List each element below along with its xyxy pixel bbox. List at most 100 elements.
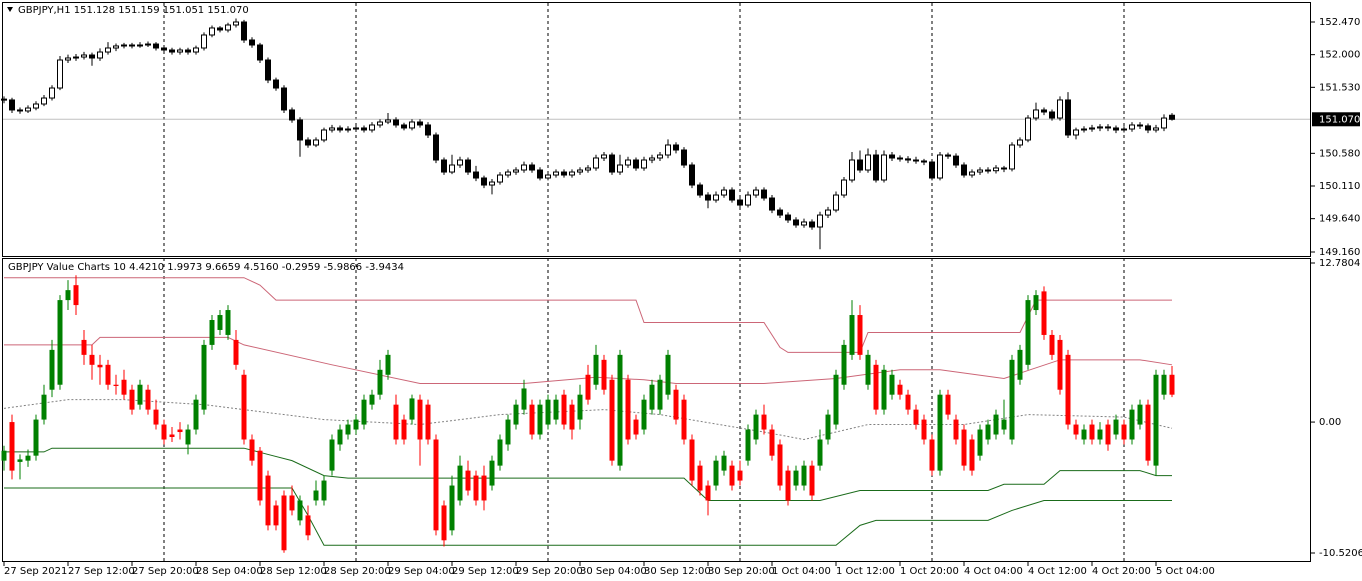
candle-body [1113, 127, 1119, 131]
band-line [3, 399, 1173, 441]
candle-body [105, 364, 111, 385]
candle-body [409, 398, 415, 420]
x-tick-label: 4 Oct 12:00 [1028, 566, 1087, 577]
candle-body [361, 127, 367, 131]
candle-body [1129, 124, 1135, 130]
candle-body [1009, 359, 1015, 440]
candle-body [225, 24, 231, 31]
candle-body [9, 99, 15, 111]
candle-body [537, 169, 543, 179]
candle-body [281, 495, 287, 551]
candle-body [577, 169, 583, 173]
candle-body [737, 199, 743, 206]
candle-body [529, 164, 535, 171]
candle-body [457, 159, 463, 166]
candle-body [1169, 374, 1175, 395]
x-tick-label: 28 Sep 04:00 [196, 566, 263, 577]
candle-body [105, 47, 111, 53]
candle-body [473, 475, 479, 501]
candle-body [873, 154, 879, 181]
candle-body [25, 455, 31, 461]
y-tick-label: 150.580 [1319, 148, 1360, 159]
candle-body [385, 354, 391, 375]
candle-body [1001, 167, 1007, 170]
candle-body [553, 399, 559, 420]
candle-body [41, 97, 47, 105]
x-tick-label: 27 Sep 20:00 [132, 566, 199, 577]
candle-body [993, 414, 999, 435]
candle-body [945, 394, 951, 415]
candle-body [321, 480, 327, 501]
candle-body [17, 459, 23, 462]
candle-body [289, 109, 295, 121]
candle-body [633, 419, 639, 435]
candle-body [969, 171, 975, 176]
candle-body [329, 127, 335, 131]
candle-body [705, 194, 711, 201]
candle-body [321, 129, 327, 141]
y-tick-label: 12.7804 [1319, 258, 1360, 269]
candle-body [617, 354, 623, 466]
candle-body [1041, 291, 1047, 335]
last-price-box [1312, 112, 1360, 127]
candle-body [1153, 374, 1159, 466]
candle-body [265, 475, 271, 526]
candle-body [129, 44, 135, 47]
candle-body [81, 339, 87, 355]
candle-body [273, 505, 279, 526]
candle-body [953, 419, 959, 440]
y-tick-label: 149.640 [1319, 214, 1360, 225]
candle-body [673, 389, 679, 420]
x-tick-label: 1 Oct 20:00 [900, 566, 959, 577]
candle-body [209, 320, 215, 345]
candle-body [977, 169, 983, 173]
candle-body [665, 354, 671, 395]
candle-body [993, 167, 999, 172]
candle-body [577, 394, 583, 420]
candle-body [361, 399, 367, 425]
candle-body [769, 197, 775, 211]
candle-body [753, 414, 759, 440]
candle-body [849, 315, 855, 355]
candle-body [801, 465, 807, 486]
candle-body [145, 43, 151, 46]
candle-body [201, 34, 207, 49]
candle-body [1033, 109, 1039, 119]
candle-body [817, 214, 823, 228]
candle-body [1073, 424, 1079, 435]
candle-body [1113, 419, 1119, 435]
candle-body [513, 404, 519, 425]
candle-body [553, 171, 559, 176]
candle-body [425, 124, 431, 136]
candle-body [273, 79, 279, 89]
candle-body [913, 159, 919, 162]
candle-body [337, 429, 343, 445]
y-tick-label: 152.000 [1319, 50, 1360, 61]
candle-body [929, 439, 935, 471]
candle-body [257, 450, 263, 501]
candle-body [217, 315, 223, 330]
candle-body [657, 154, 663, 159]
candle-body [921, 160, 927, 163]
candle-body [1049, 334, 1055, 355]
candle-body [265, 59, 271, 81]
candle-body [377, 369, 383, 395]
candle-body [785, 470, 791, 501]
candle-body [561, 394, 567, 425]
candle-body [617, 164, 623, 173]
y-tick-label: -10.5206 [1319, 548, 1362, 559]
candle-body [489, 460, 495, 486]
candle-body [1161, 117, 1167, 129]
candle-body [1025, 300, 1031, 365]
candle-body [681, 399, 687, 440]
candle-body [737, 470, 743, 481]
candle-body [609, 379, 615, 461]
candle-body [161, 424, 167, 440]
candle-body [841, 344, 847, 385]
candle-body [209, 27, 215, 36]
x-tick-label: 1 Oct 12:00 [836, 566, 895, 577]
candle-body [585, 167, 591, 171]
candle-body [121, 44, 127, 47]
candle-body [697, 184, 703, 196]
